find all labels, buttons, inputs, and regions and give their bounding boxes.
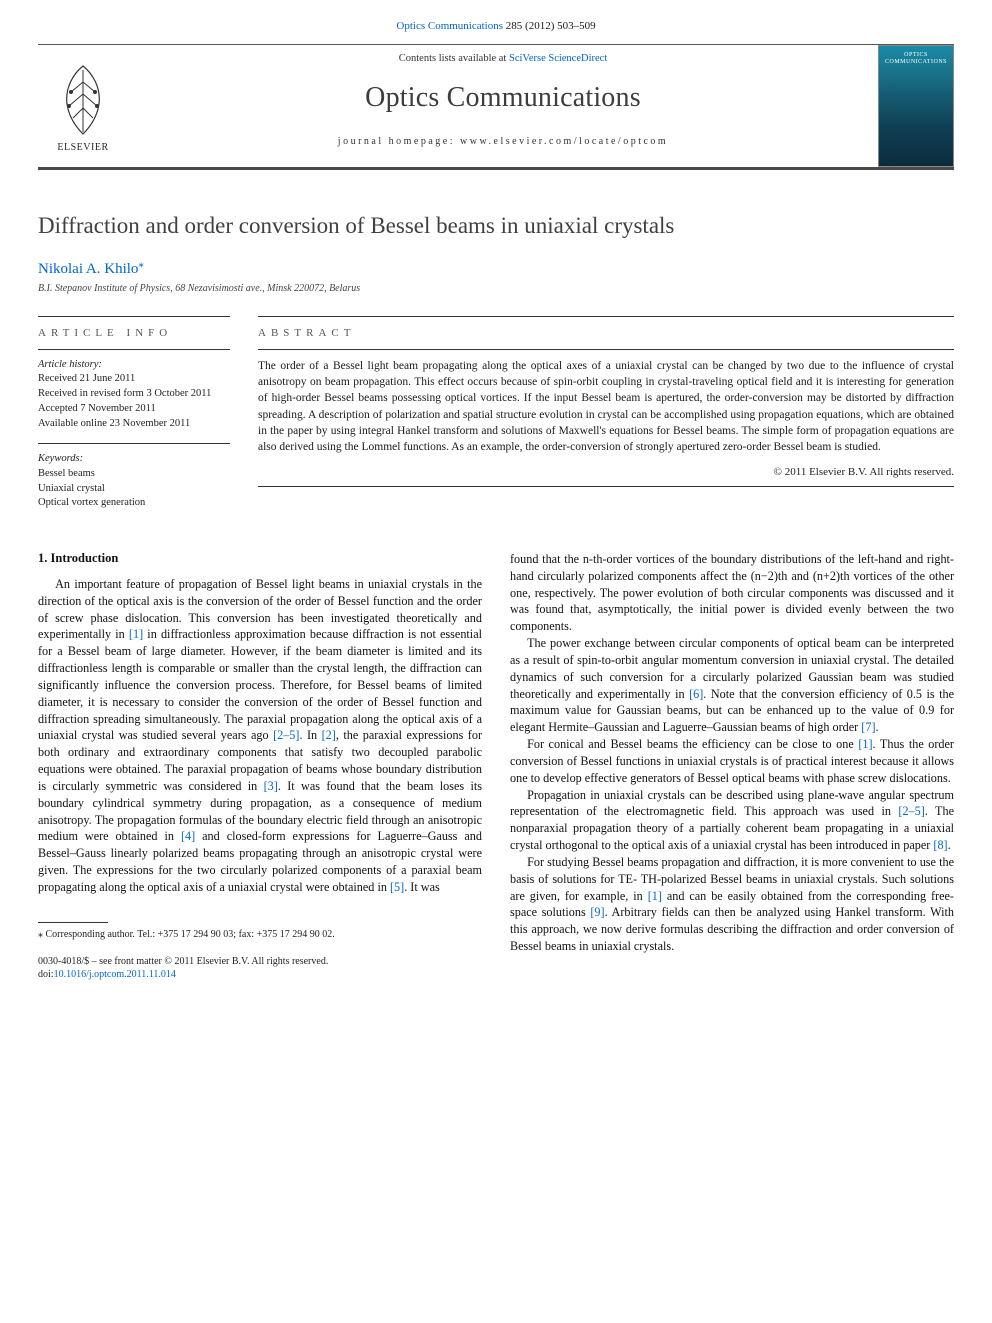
publisher-logo-block: ELSEVIER	[38, 45, 128, 167]
divider	[258, 349, 954, 350]
author-marker[interactable]: ⁎	[138, 258, 144, 270]
ref-link[interactable]: [2–5]	[898, 804, 924, 818]
top-citation: Optics Communications 285 (2012) 503–509	[38, 20, 954, 32]
homepage-prefix: journal homepage:	[338, 136, 460, 147]
doi-link[interactable]: 10.1016/j.optcom.2011.11.014	[54, 969, 176, 980]
section-heading: 1. Introduction	[38, 551, 482, 566]
right-column: found that the n-th-order vortices of th…	[510, 551, 954, 982]
keyword: Uniaxial crystal	[38, 482, 230, 497]
abstract-heading: ABSTRACT	[258, 327, 954, 339]
elsevier-tree-icon	[53, 60, 113, 140]
journal-cover-thumbnail: OPTICS COMMUNICATIONS	[878, 45, 954, 167]
article-info-heading: ARTICLE INFO	[38, 327, 230, 339]
ref-link[interactable]: [9]	[590, 905, 604, 919]
abstract-copyright: © 2011 Elsevier B.V. All rights reserved…	[258, 466, 954, 478]
body-paragraph: An important feature of propagation of B…	[38, 576, 482, 896]
ref-link[interactable]: [6]	[689, 687, 703, 701]
history-line: Received in revised form 3 October 2011	[38, 387, 230, 402]
ref-link[interactable]: [1]	[648, 889, 662, 903]
corresponding-author-footnote: ⁎ Corresponding author. Tel.: +375 17 29…	[38, 928, 482, 941]
ref-link[interactable]: [4]	[181, 829, 195, 843]
masthead-center: Contents lists available at SciVerse Sci…	[128, 45, 878, 167]
keywords-block: Keywords: Bessel beams Uniaxial crystal …	[38, 452, 230, 511]
ref-link[interactable]: [7]	[861, 720, 875, 734]
history-line: Received 21 June 2011	[38, 372, 230, 387]
publisher-name: ELSEVIER	[57, 142, 108, 153]
affiliation: B.I. Stepanov Institute of Physics, 68 N…	[38, 283, 954, 294]
body-paragraph: For studying Bessel beams propagation an…	[510, 854, 954, 955]
body-columns: 1. Introduction An important feature of …	[38, 551, 954, 982]
article-history: Article history: Received 21 June 2011 R…	[38, 358, 230, 431]
ref-link[interactable]: [1]	[129, 627, 143, 641]
doi-prefix: doi:	[38, 969, 54, 980]
cover-label: OPTICS COMMUNICATIONS	[879, 52, 953, 66]
bottom-meta: 0030-4018/$ – see front matter © 2011 El…	[38, 955, 482, 982]
keyword: Optical vortex generation	[38, 496, 230, 511]
keywords-label: Keywords:	[38, 452, 230, 467]
ref-link[interactable]: [3]	[264, 779, 278, 793]
top-citation-journal-link[interactable]: Optics Communications	[396, 20, 503, 32]
divider	[38, 443, 230, 444]
article-title: Diffraction and order conversion of Bess…	[38, 212, 954, 241]
contents-lists-line: Contents lists available at SciVerse Sci…	[399, 53, 608, 64]
journal-homepage-line: journal homepage: www.elsevier.com/locat…	[338, 136, 668, 147]
author-line: Nikolai A. Khilo⁎	[38, 257, 954, 278]
footnote-text: Corresponding author. Tel.: +375 17 294 …	[43, 929, 335, 940]
body-paragraph: Propagation in uniaxial crystals can be …	[510, 787, 954, 854]
ref-link[interactable]: [5]	[390, 880, 404, 894]
ref-link[interactable]: [2]	[322, 728, 336, 742]
body-paragraph: found that the n-th-order vortices of th…	[510, 551, 954, 635]
body-paragraph: For conical and Bessel beams the efficie…	[510, 736, 954, 786]
homepage-url: www.elsevier.com/locate/optcom	[460, 136, 668, 147]
history-label: Article history:	[38, 358, 230, 373]
sciverse-link[interactable]: SciVerse	[509, 53, 546, 64]
doi-line: doi:10.1016/j.optcom.2011.11.014	[38, 968, 482, 982]
ref-link[interactable]: [1]	[858, 737, 872, 751]
author-name-link[interactable]: Nikolai A. Khilo	[38, 261, 138, 277]
body-paragraph: The power exchange between circular comp…	[510, 635, 954, 736]
ref-link[interactable]: [8]	[933, 838, 947, 852]
meta-row: ARTICLE INFO Article history: Received 2…	[38, 316, 954, 523]
abstract-block: ABSTRACT The order of a Bessel light bea…	[258, 316, 954, 523]
front-matter-line: 0030-4018/$ – see front matter © 2011 El…	[38, 955, 482, 969]
divider	[258, 486, 954, 487]
history-line: Available online 23 November 2011	[38, 417, 230, 432]
journal-name: Optics Communications	[365, 82, 641, 114]
left-column: 1. Introduction An important feature of …	[38, 551, 482, 982]
keyword: Bessel beams	[38, 467, 230, 482]
top-citation-volume: 285 (2012) 503–509	[503, 20, 596, 32]
sciencedirect-link[interactable]: ScienceDirect	[548, 53, 607, 64]
divider	[38, 349, 230, 350]
ref-link[interactable]: [2–5]	[273, 728, 299, 742]
contents-prefix: Contents lists available at	[399, 53, 509, 64]
abstract-text: The order of a Bessel light beam propaga…	[258, 358, 954, 456]
footnote-rule	[38, 922, 108, 923]
history-line: Accepted 7 November 2011	[38, 402, 230, 417]
article-info-block: ARTICLE INFO Article history: Received 2…	[38, 316, 230, 523]
masthead: ELSEVIER Contents lists available at Sci…	[38, 44, 954, 170]
